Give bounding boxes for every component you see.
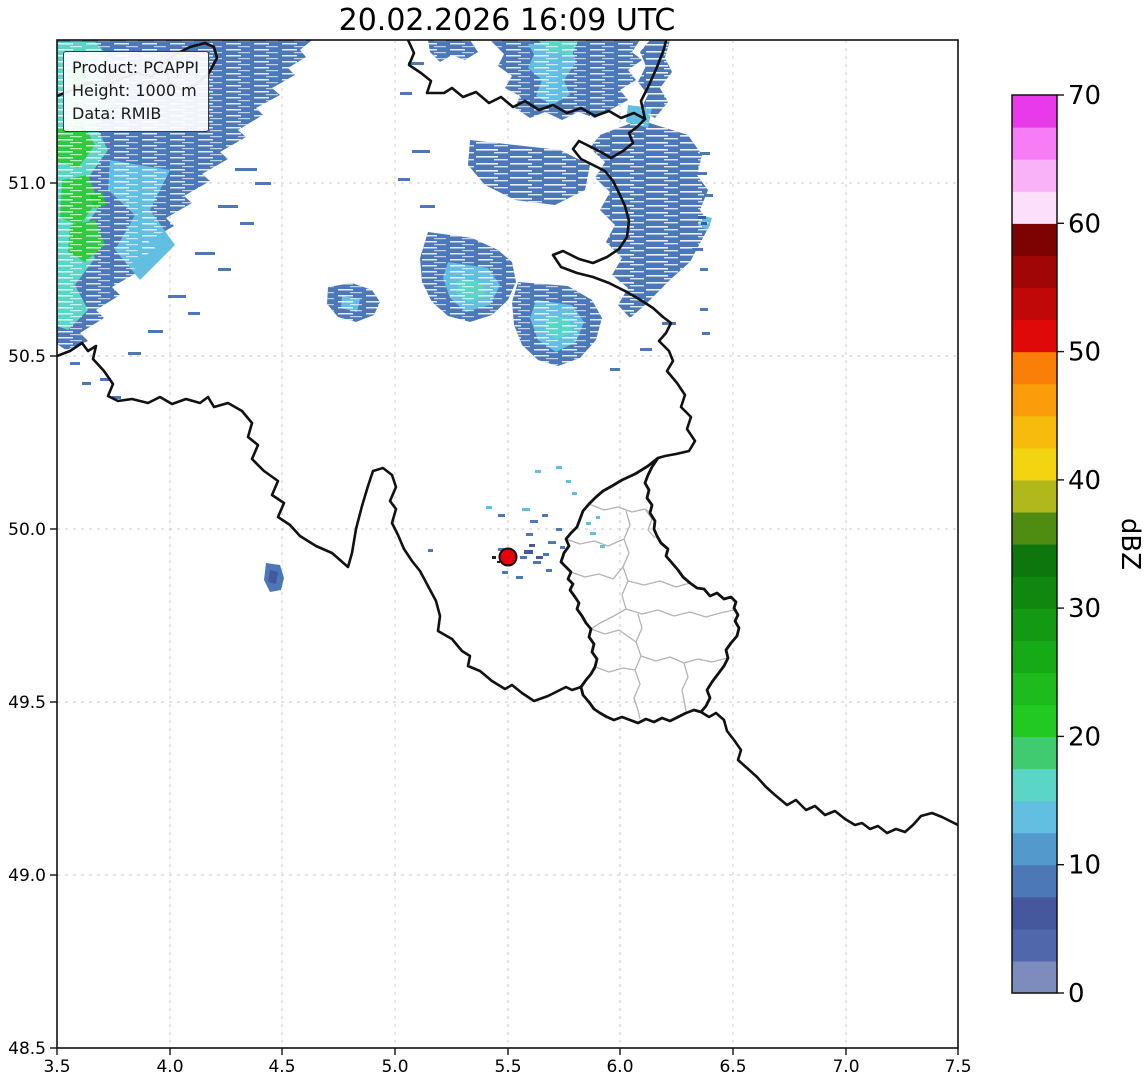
- colorbar-tick-label: 50: [1068, 338, 1101, 368]
- border-be-de: [551, 117, 697, 460]
- x-tick-label: 5.5: [494, 1057, 521, 1077]
- colorbar-segment: [1012, 800, 1057, 834]
- colorbar-segment: [1012, 672, 1057, 705]
- colorbar-segment: [1012, 832, 1057, 866]
- x-tick-label: 6.0: [606, 1057, 633, 1077]
- colorbar-segment: [1012, 544, 1057, 577]
- luxembourg-districts: [565, 503, 735, 720]
- luxembourg-border: [559, 456, 741, 725]
- colorbar-segment: [1012, 928, 1057, 962]
- plot-background: [57, 40, 958, 1048]
- colorbar-segment: [1012, 255, 1057, 289]
- colorbar-segment: [1012, 127, 1057, 160]
- colorbar-tick-label: 70: [1068, 81, 1101, 111]
- colorbar-tick-labels: 0 10 20 30 40 50 60 70: [1068, 81, 1101, 1009]
- colorbar-segment: [1012, 415, 1057, 449]
- radar-echoes: [57, 40, 713, 592]
- y-tick-label: 50.0: [8, 520, 46, 540]
- stray-echo-dashes-navy: [524, 216, 707, 559]
- y-tick-label: 49.5: [8, 693, 46, 713]
- colorbar-segment: [1012, 95, 1057, 128]
- x-tick-label: 7.5: [944, 1057, 971, 1077]
- radar-site-marker: [498, 547, 518, 567]
- y-tick-label: 49.0: [8, 866, 46, 886]
- colorbar-segment: [1012, 383, 1057, 417]
- x-tick-label: 3.5: [43, 1057, 70, 1077]
- plot-title: 20.02.2026 16:09 UTC: [339, 3, 676, 38]
- marker-artifacts: [492, 556, 500, 563]
- x-tick-label: 6.5: [719, 1057, 746, 1077]
- colorbar-ticks: [1057, 94, 1064, 994]
- info-box: Product: PCAPPI Height: 1000 m Data: RMI…: [63, 51, 210, 132]
- colorbar-segment: [1012, 768, 1057, 802]
- colorbar-axis-label: dBZ: [1115, 518, 1145, 570]
- colorbar-segment: [1012, 896, 1057, 930]
- colorbar-segment: [1012, 319, 1057, 353]
- colorbar-frame: [1011, 94, 1058, 994]
- border-nl-de: [639, 40, 668, 121]
- y-tick-label: 51.0: [8, 174, 46, 194]
- stray-echo-dashes: [70, 62, 713, 579]
- colorbar-segment: [1012, 960, 1057, 994]
- colorbar-segment: [1012, 640, 1057, 673]
- colorbar-tick-label: 40: [1068, 466, 1101, 496]
- colorbar-segment: [1012, 287, 1057, 321]
- colorbar-segment: [1012, 576, 1057, 609]
- colorbar-segments: [1012, 95, 1057, 994]
- y-tick-label: 48.5: [8, 1039, 46, 1059]
- border-be-fr: [57, 341, 583, 703]
- colorbar-segment: [1012, 447, 1057, 481]
- colorbar-segment: [1012, 191, 1057, 224]
- x-tick-label: 5.0: [381, 1057, 408, 1077]
- colorbar-segment: [1012, 159, 1057, 192]
- colorbar-segment: [1012, 223, 1057, 256]
- info-height: Height: 1000 m: [72, 81, 197, 101]
- x-tick-label: 4.0: [156, 1057, 183, 1077]
- colorbar-tick-label: 20: [1068, 722, 1101, 752]
- x-axis-labels: 3.5 4.0 4.5 5.0 5.5 6.0 6.5 7.0 7.5: [43, 1057, 971, 1077]
- axis-ticks: [50, 182, 959, 1055]
- colorbar-segment: [1012, 351, 1057, 385]
- colorbar-tick-label: 60: [1068, 209, 1101, 239]
- colorbar-segment: [1012, 511, 1057, 545]
- stray-echo-dashes-cyan: [486, 466, 605, 548]
- colorbar-segment: [1012, 736, 1057, 770]
- info-source: Data: RMIB: [72, 104, 162, 124]
- colorbar-segment: [1012, 608, 1057, 641]
- colorbar-tick-label: 0: [1068, 979, 1085, 1009]
- colorbar: 0 10 20 30 40 50 60 70 dBZ: [1011, 81, 1145, 1009]
- info-product: Product: PCAPPI: [72, 58, 200, 77]
- y-tick-label: 50.5: [8, 347, 46, 367]
- colorbar-tick-label: 30: [1068, 594, 1101, 624]
- border-fr-de: [699, 710, 958, 835]
- y-axis-labels: 51.0 50.5 50.0 49.5 49.0 48.5: [8, 174, 46, 1059]
- colorbar-segment: [1012, 479, 1057, 513]
- x-tick-label: 7.0: [832, 1057, 859, 1077]
- colorbar-tick-label: 10: [1068, 851, 1101, 881]
- x-tick-label: 4.5: [268, 1057, 295, 1077]
- border-be-nl: [406, 40, 647, 121]
- colorbar-segment: [1012, 704, 1057, 738]
- colorbar-segment: [1012, 864, 1057, 898]
